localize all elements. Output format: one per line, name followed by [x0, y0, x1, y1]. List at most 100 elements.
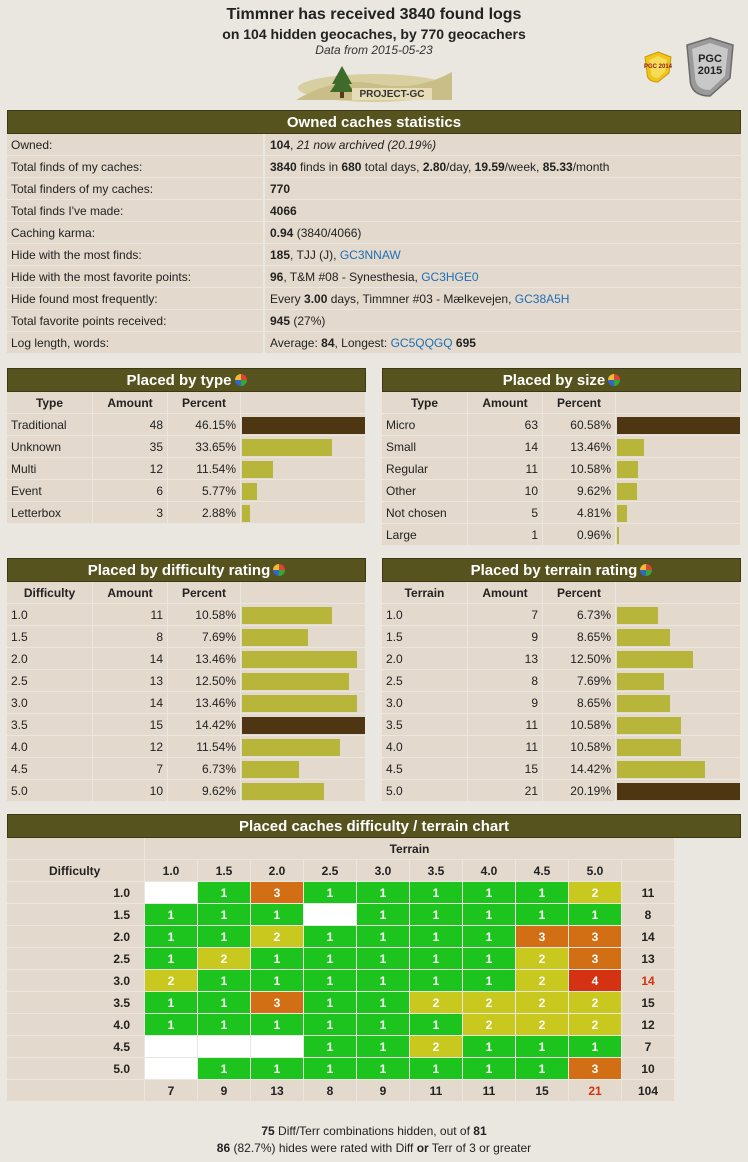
matrix-cell[interactable]: 2	[516, 992, 569, 1014]
matrix-cell[interactable]: 2	[410, 1036, 463, 1058]
matrix-cell[interactable]: 1	[304, 1014, 357, 1036]
difficulty-terrain-matrix: Terrain Difficulty 1.0 1.5 2.0 2.5 3.0 3.5 4.0 4.…	[7, 838, 675, 1102]
matrix-cell[interactable]: 1	[357, 970, 410, 992]
matrix-cell[interactable]: 1	[410, 948, 463, 970]
matrix-cell[interactable]: 2	[569, 882, 622, 904]
matrix-cell[interactable]: 2	[463, 1014, 516, 1036]
matrix-cell[interactable]: 1	[357, 1058, 410, 1080]
matrix-cell[interactable]: 1	[198, 970, 251, 992]
matrix-cell[interactable]: 2	[145, 970, 198, 992]
matrix-cell[interactable]: 1	[463, 1058, 516, 1080]
matrix-cell[interactable]: 1	[251, 1014, 304, 1036]
matrix-cell[interactable]: 1	[304, 970, 357, 992]
matrix-cell[interactable]: 3	[516, 926, 569, 948]
matrix-cell[interactable]: 1	[410, 1058, 463, 1080]
project-gc-logo[interactable]: PROJECT-GC	[296, 62, 452, 102]
matrix-cell[interactable]: 1	[410, 882, 463, 904]
pie-chart-icon[interactable]	[608, 374, 621, 386]
matrix-cell[interactable]: 1	[463, 882, 516, 904]
stat-value: 945 (27%)	[263, 310, 741, 331]
matrix-cell[interactable]: 2	[569, 992, 622, 1014]
matrix-cell[interactable]: 1	[569, 1036, 622, 1058]
matrix-cell[interactable]: 1	[463, 970, 516, 992]
matrix-cell[interactable]: 1	[357, 1014, 410, 1036]
matrix-cell[interactable]: 1	[304, 1058, 357, 1080]
matrix-cell[interactable]: 1	[145, 926, 198, 948]
stat-label: Log length, words:	[7, 332, 263, 353]
matrix-cell[interactable]: 1	[463, 904, 516, 926]
matrix-cell[interactable]: 1	[304, 926, 357, 948]
matrix-cell[interactable]: 3	[251, 992, 304, 1014]
matrix-cell[interactable]: 1	[251, 970, 304, 992]
matrix-cell[interactable]: 1	[145, 992, 198, 1014]
matrix-cell[interactable]: 1	[198, 1058, 251, 1080]
row-amount: 14	[468, 436, 543, 458]
matrix-cell[interactable]: 1	[357, 904, 410, 926]
row-amount: 8	[93, 626, 168, 648]
matrix-cell[interactable]: 1	[516, 1036, 569, 1058]
percent-bar	[242, 694, 357, 712]
pie-chart-icon[interactable]	[273, 564, 286, 576]
matrix-cell[interactable]: 1	[357, 1036, 410, 1058]
matrix-cell[interactable]: 1	[410, 926, 463, 948]
matrix-cell[interactable]: 1	[516, 904, 569, 926]
matrix-cell[interactable]: 3	[569, 1058, 622, 1080]
table-header-row: Difficulty Amount Percent	[7, 582, 366, 604]
matrix-cell[interactable]: 2	[569, 1014, 622, 1036]
row-amount: 3	[93, 502, 168, 524]
matrix-cell[interactable]: 1	[569, 904, 622, 926]
matrix-cell[interactable]: 1	[357, 882, 410, 904]
matrix-cell[interactable]: 1	[198, 926, 251, 948]
matrix-cell[interactable]: 1	[357, 948, 410, 970]
combinations-summary: 75 Diff/Terr combinations hidden, out of…	[261, 1124, 487, 1138]
matrix-cell[interactable]: 2	[516, 1014, 569, 1036]
matrix-cell[interactable]: 1	[145, 948, 198, 970]
matrix-cell[interactable]: 1	[410, 970, 463, 992]
matrix-cell[interactable]: 1	[357, 926, 410, 948]
matrix-cell[interactable]: 1	[516, 882, 569, 904]
cache-code-link[interactable]: GC3NNAW	[339, 248, 401, 262]
matrix-cell[interactable]: 1	[516, 1058, 569, 1080]
matrix-cell[interactable]: 1	[304, 948, 357, 970]
matrix-cell[interactable]: 4	[569, 970, 622, 992]
matrix-cell[interactable]: 1	[463, 948, 516, 970]
pie-chart-icon[interactable]	[234, 374, 247, 386]
matrix-cell[interactable]: 2	[251, 926, 304, 948]
matrix-cell[interactable]: 1	[251, 948, 304, 970]
matrix-cell[interactable]: 2	[198, 948, 251, 970]
matrix-cell[interactable]: 1	[198, 1014, 251, 1036]
row-percent: 13.46%	[168, 692, 241, 714]
matrix-cell[interactable]: 1	[198, 882, 251, 904]
cache-code-link[interactable]: GC38A5H	[514, 292, 570, 306]
matrix-cell[interactable]: 1	[463, 1036, 516, 1058]
column-header: Amount	[93, 582, 168, 604]
matrix-cell[interactable]: 1	[251, 904, 304, 926]
matrix-cell[interactable]: 2	[516, 948, 569, 970]
row-label: 2.5	[382, 670, 468, 692]
matrix-cell[interactable]: 3	[251, 882, 304, 904]
matrix-cell[interactable]: 1	[463, 926, 516, 948]
matrix-cell[interactable]: 1	[304, 1036, 357, 1058]
matrix-cell[interactable]: 1	[145, 1014, 198, 1036]
matrix-cell[interactable]: 3	[569, 926, 622, 948]
matrix-cell[interactable]: 2	[516, 970, 569, 992]
matrix-cell[interactable]: 1	[304, 882, 357, 904]
matrix-cell[interactable]: 1	[198, 992, 251, 1014]
matrix-cell[interactable]: 1	[198, 904, 251, 926]
matrix-cell[interactable]: 2	[410, 992, 463, 1014]
cache-code-link[interactable]: GC5QQGQ	[390, 336, 453, 350]
matrix-cell[interactable]: 1	[410, 1014, 463, 1036]
matrix-cell[interactable]: 2	[463, 992, 516, 1014]
matrix-cell[interactable]: 3	[569, 948, 622, 970]
pie-chart-icon[interactable]	[640, 564, 653, 576]
matrix-cell[interactable]: 1	[145, 904, 198, 926]
row-bar-cell	[241, 626, 366, 648]
cache-code-link[interactable]: GC3HGE0	[421, 270, 479, 284]
owned-stat-row: Hide found most frequently: Every 3.00 da…	[7, 288, 741, 310]
matrix-cell[interactable]: 1	[251, 1058, 304, 1080]
matrix-cell[interactable]: 1	[410, 904, 463, 926]
column-header: Percent	[543, 582, 616, 604]
percent-bar	[617, 460, 639, 478]
matrix-cell[interactable]: 1	[357, 992, 410, 1014]
matrix-cell[interactable]: 1	[304, 992, 357, 1014]
